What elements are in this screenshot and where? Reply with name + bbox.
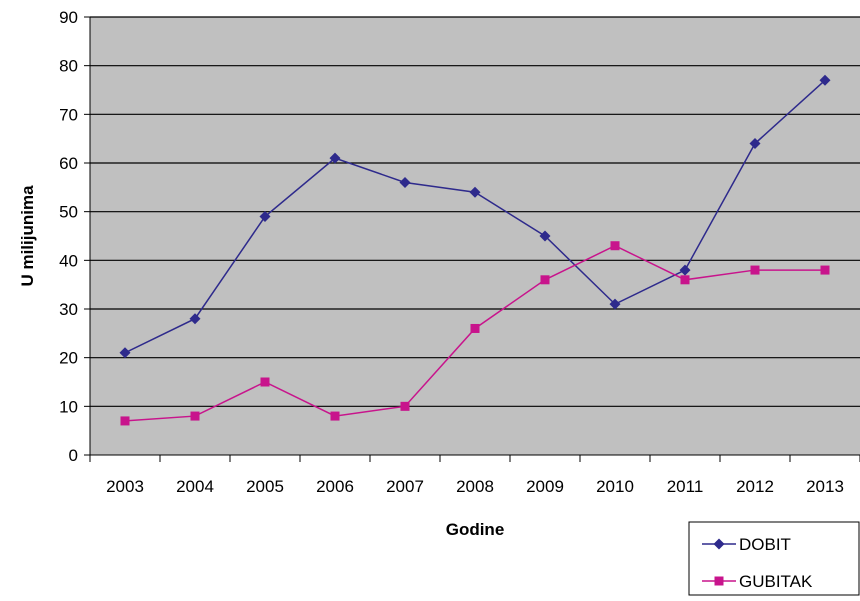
data-point-gubitak — [190, 411, 200, 421]
data-point-gubitak — [820, 265, 830, 275]
y-tick-label: 60 — [59, 154, 78, 173]
y-tick-label: 10 — [59, 397, 78, 416]
legend-label-gubitak: GUBITAK — [739, 572, 813, 591]
legend-marker-gubitak — [714, 576, 724, 586]
y-tick-label: 0 — [69, 446, 78, 465]
plot-area — [90, 17, 860, 455]
data-point-dobit — [749, 138, 761, 150]
y-tick-label: 80 — [59, 57, 78, 76]
series-lines — [119, 74, 831, 426]
x-tick-label: 2011 — [667, 477, 704, 496]
legend-marker-dobit — [713, 538, 725, 550]
data-point-gubitak — [470, 323, 480, 333]
y-tick-label: 30 — [59, 300, 78, 319]
x-tick-label: 2004 — [176, 477, 214, 496]
axes — [84, 16, 860, 462]
data-point-gubitak — [330, 411, 340, 421]
y-tick-label: 70 — [59, 105, 78, 124]
data-point-dobit — [399, 176, 411, 188]
data-point-gubitak — [540, 275, 550, 285]
data-point-gubitak — [680, 275, 690, 285]
grid-lines — [90, 16, 860, 407]
y-tick-label: 40 — [59, 251, 78, 270]
data-point-gubitak — [260, 377, 270, 387]
y-axis-title: U milijunima — [18, 185, 37, 287]
data-point-gubitak — [400, 401, 410, 411]
y-tick-label: 90 — [59, 8, 78, 27]
x-axis-title: Godine — [446, 520, 505, 539]
x-tick-label: 2005 — [246, 477, 284, 496]
legend-label-dobit: DOBIT — [739, 535, 791, 554]
y-tick-label: 20 — [59, 349, 78, 368]
x-tick-label: 2008 — [456, 477, 494, 496]
x-tick-label: 2007 — [386, 477, 424, 496]
x-tick-label: 2009 — [526, 477, 564, 496]
tick-labels: 0 10 20 30 40 50 60 70 80 90 2003 2004 2005 2006 2007 2… — [59, 8, 844, 496]
x-tick-label: 2013 — [806, 477, 844, 496]
x-tick-label: 2006 — [316, 477, 354, 496]
data-point-dobit — [609, 298, 621, 310]
data-point-gubitak — [610, 241, 620, 251]
x-tick-label: 2012 — [736, 477, 774, 496]
data-point-dobit — [679, 264, 691, 276]
legend: DOBIT GUBITAK — [688, 521, 860, 596]
data-point-dobit — [469, 186, 481, 198]
data-point-dobit — [539, 230, 551, 242]
data-point-dobit — [119, 347, 131, 359]
data-point-dobit — [329, 152, 341, 164]
data-point-dobit — [189, 313, 201, 325]
data-point-gubitak — [750, 265, 760, 275]
data-point-dobit — [259, 211, 271, 223]
data-point-gubitak — [120, 416, 130, 426]
x-tick-label: 2010 — [596, 477, 634, 496]
x-tick-label: 2003 — [106, 477, 144, 496]
y-tick-label: 50 — [59, 203, 78, 222]
data-point-dobit — [819, 74, 831, 86]
